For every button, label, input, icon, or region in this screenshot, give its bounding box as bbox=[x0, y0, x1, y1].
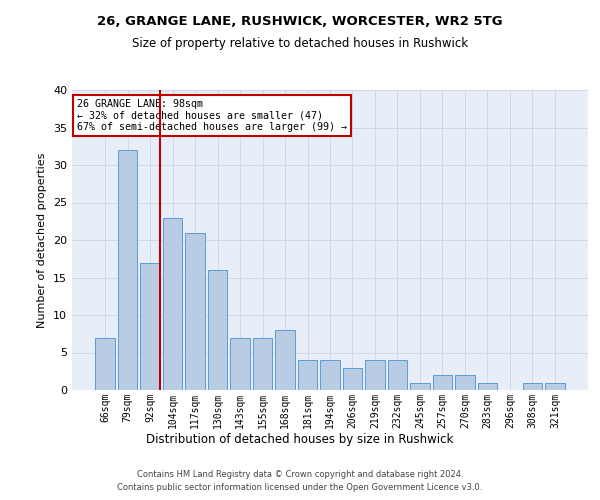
Bar bbox=[118, 150, 137, 390]
Text: Distribution of detached houses by size in Rushwick: Distribution of detached houses by size … bbox=[146, 432, 454, 446]
Bar bbox=[455, 375, 475, 390]
Bar bbox=[140, 262, 160, 390]
Text: Size of property relative to detached houses in Rushwick: Size of property relative to detached ho… bbox=[132, 38, 468, 51]
Bar bbox=[298, 360, 317, 390]
Text: Contains HM Land Registry data © Crown copyright and database right 2024.: Contains HM Land Registry data © Crown c… bbox=[137, 470, 463, 479]
Bar bbox=[253, 338, 272, 390]
Bar bbox=[433, 375, 452, 390]
Bar bbox=[365, 360, 385, 390]
Bar bbox=[343, 368, 362, 390]
Bar bbox=[410, 382, 430, 390]
Bar bbox=[320, 360, 340, 390]
Bar bbox=[478, 382, 497, 390]
Bar bbox=[230, 338, 250, 390]
Bar bbox=[163, 218, 182, 390]
Bar bbox=[185, 232, 205, 390]
Bar bbox=[95, 338, 115, 390]
Text: Contains public sector information licensed under the Open Government Licence v3: Contains public sector information licen… bbox=[118, 482, 482, 492]
Bar bbox=[275, 330, 295, 390]
Text: 26 GRANGE LANE: 98sqm
← 32% of detached houses are smaller (47)
67% of semi-deta: 26 GRANGE LANE: 98sqm ← 32% of detached … bbox=[77, 99, 347, 132]
Bar bbox=[388, 360, 407, 390]
Bar bbox=[545, 382, 565, 390]
Bar bbox=[208, 270, 227, 390]
Y-axis label: Number of detached properties: Number of detached properties bbox=[37, 152, 47, 328]
Bar bbox=[523, 382, 542, 390]
Text: 26, GRANGE LANE, RUSHWICK, WORCESTER, WR2 5TG: 26, GRANGE LANE, RUSHWICK, WORCESTER, WR… bbox=[97, 15, 503, 28]
